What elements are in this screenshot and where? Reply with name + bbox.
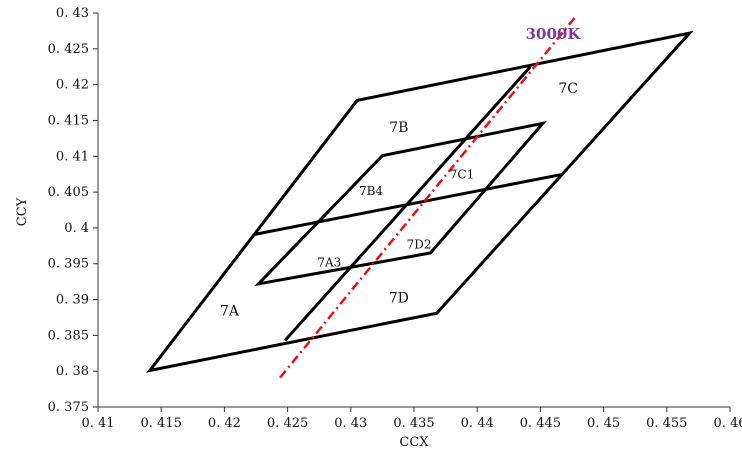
x-axis-label: CCX	[399, 435, 429, 450]
y-tick-label: 0. 43	[56, 6, 89, 21]
y-axis-label: CCY	[15, 197, 30, 226]
region-label-7c1: 7C1	[450, 167, 474, 181]
cct-3000k-line	[279, 17, 576, 379]
y-tick-label: 0. 425	[48, 42, 89, 57]
y-tick-label: 0. 39	[56, 293, 89, 308]
x-tick-label: 0. 425	[267, 416, 308, 431]
cct-3000k-label: 3000K	[526, 25, 582, 43]
region-label-7a: 7A	[220, 303, 240, 319]
y-tick-label: 0. 41	[56, 149, 89, 164]
y-tick-label: 0. 375	[48, 400, 89, 415]
bin-divider-diagonal	[283, 65, 532, 342]
y-tick-label: 0. 415	[48, 113, 89, 128]
x-tick-label: 0. 42	[208, 416, 241, 431]
x-tick-label: 0. 45	[587, 416, 620, 431]
region-label-7d: 7D	[389, 290, 409, 306]
y-tick-label: 0. 395	[48, 257, 89, 272]
region-label-7b: 7B	[389, 120, 408, 136]
x-tick-label: 0. 46	[713, 416, 742, 431]
region-label-7c: 7C	[558, 81, 578, 97]
inner-bin-quadrilateral	[254, 120, 547, 287]
y-tick-label: 0. 4	[64, 221, 89, 236]
region-label-7b4: 7B4	[359, 184, 383, 198]
y-tick-label: 0. 38	[56, 364, 89, 379]
x-tick-label: 0. 44	[461, 416, 494, 431]
y-tick-label: 0. 405	[48, 185, 89, 200]
region-label-7a3: 7A3	[317, 256, 341, 270]
x-tick-label: 0. 445	[520, 416, 561, 431]
x-tick-label: 0. 43	[334, 416, 367, 431]
y-tick-label: 0. 42	[56, 78, 89, 93]
outer-bin-quadrilateral	[146, 30, 694, 373]
x-tick-label: 0. 415	[141, 416, 182, 431]
region-label-7d2: 7D2	[407, 238, 432, 252]
x-tick-label: 0. 41	[81, 416, 114, 431]
x-tick-label: 0. 435	[393, 416, 434, 431]
x-tick-label: 0. 455	[646, 416, 687, 431]
y-tick-label: 0. 385	[48, 328, 89, 343]
